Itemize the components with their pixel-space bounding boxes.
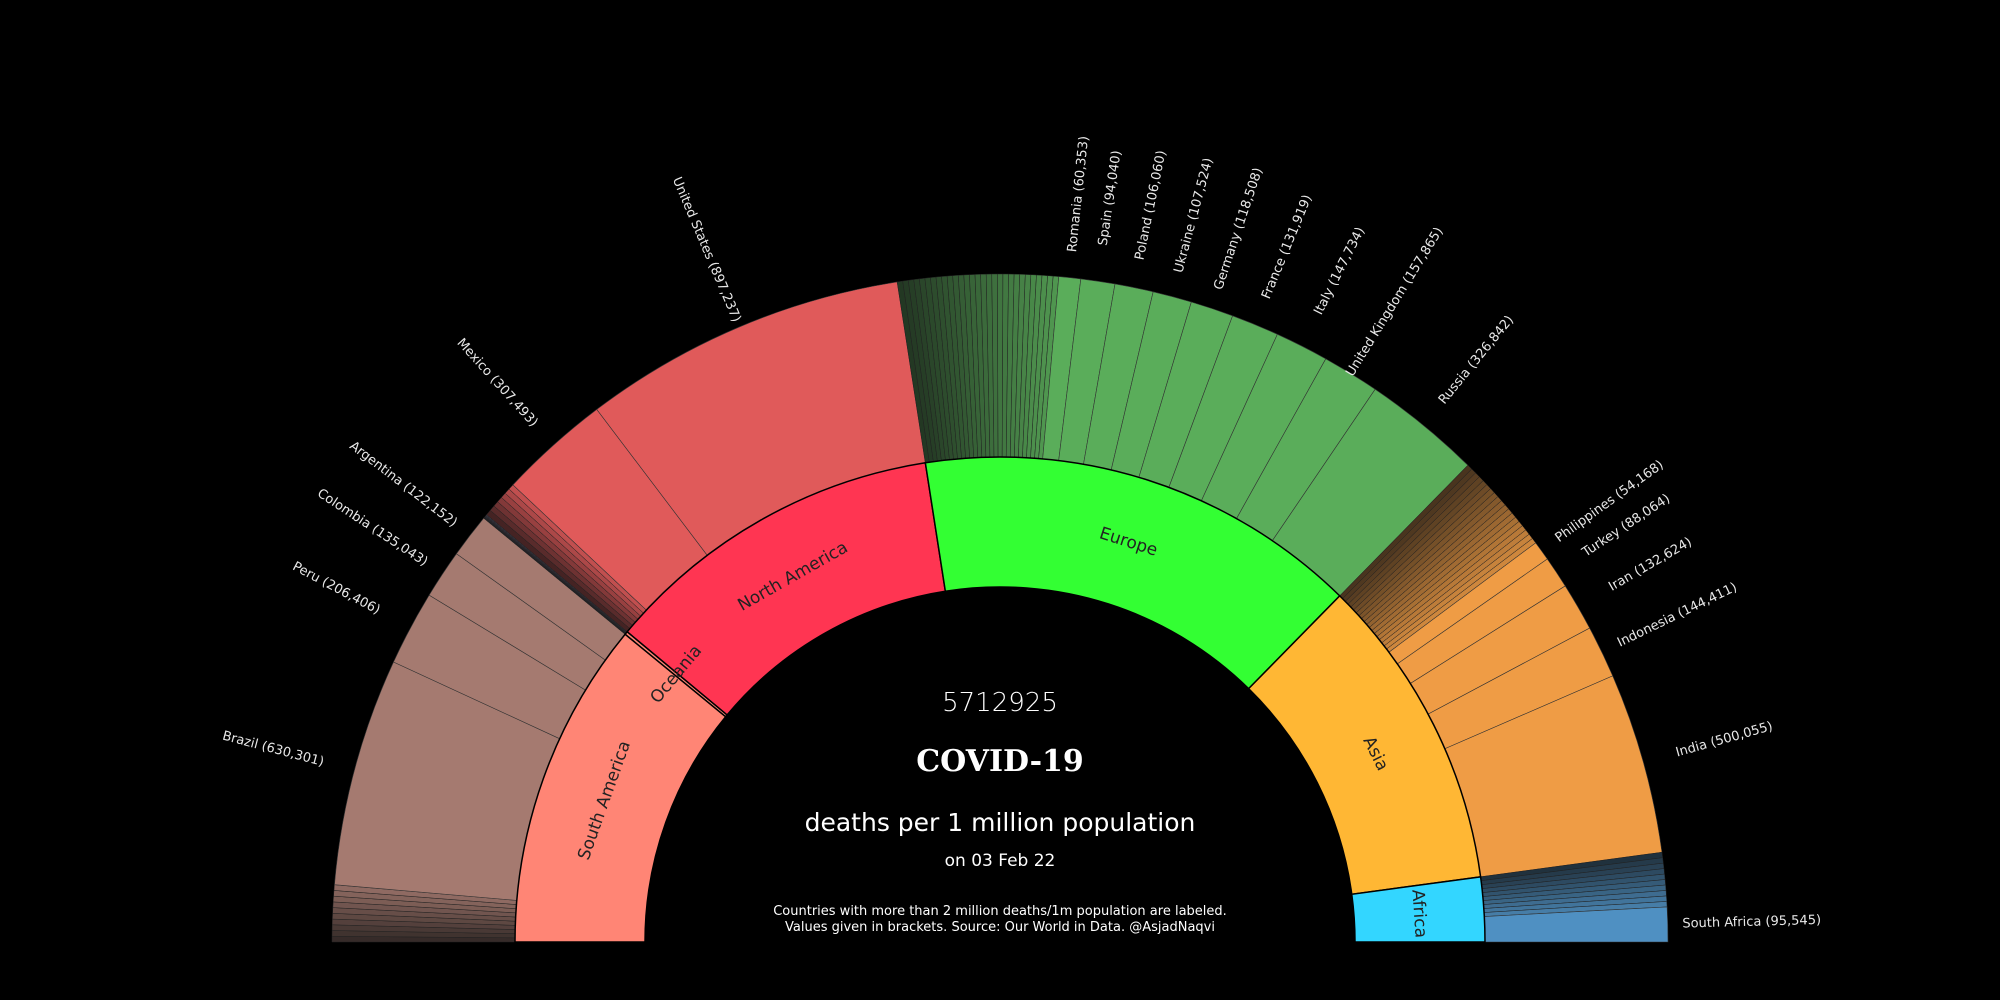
country-label-romania: Romania (60,353) xyxy=(1065,135,1092,253)
total-deaths: 5712925 xyxy=(942,688,1058,718)
chart-subtitle: deaths per 1 million population xyxy=(804,808,1196,837)
country-label-brazil: Brazil (630,301) xyxy=(221,729,326,770)
country-label-india: India (500,055) xyxy=(1674,719,1774,760)
country-ring xyxy=(331,273,1669,943)
chart-title: COVID-19 xyxy=(916,744,1084,779)
region-ring xyxy=(514,456,1486,943)
country-label-spain: Spain (94,040) xyxy=(1096,149,1125,246)
country-label-russia: Russia (326,842) xyxy=(1436,313,1517,407)
region-segment-africa xyxy=(1350,876,1486,943)
country-label-iran: Iran (132,624) xyxy=(1606,535,1694,595)
country-label-france: France (131,919) xyxy=(1259,193,1315,302)
source-note-line: Values given in brackets. Source: Our Wo… xyxy=(785,920,1215,935)
source-note-line: Countries with more than 2 million death… xyxy=(773,904,1227,919)
country-label-poland: Poland (106,060) xyxy=(1132,149,1169,261)
source-note: Countries with more than 2 million death… xyxy=(773,904,1227,936)
country-label-ukraine: Ukraine (107,524) xyxy=(1171,156,1216,274)
country-label-south-africa: South Africa (95,545) xyxy=(1682,913,1821,932)
country-label-peru: Peru (206,406) xyxy=(290,559,383,618)
country-label-germany: Germany (118,508) xyxy=(1211,166,1266,292)
country-label-mexico: Mexico (307,493) xyxy=(454,336,541,430)
country-label-indonesia: Indonesia (144,411) xyxy=(1615,580,1739,650)
chart-date: on 03 Feb 22 xyxy=(944,851,1056,871)
country-label-italy: Italy (147,734) xyxy=(1311,225,1368,318)
region-label-africa: Africa xyxy=(1407,889,1430,939)
country-label-united-states: United States (897,237) xyxy=(669,175,744,325)
